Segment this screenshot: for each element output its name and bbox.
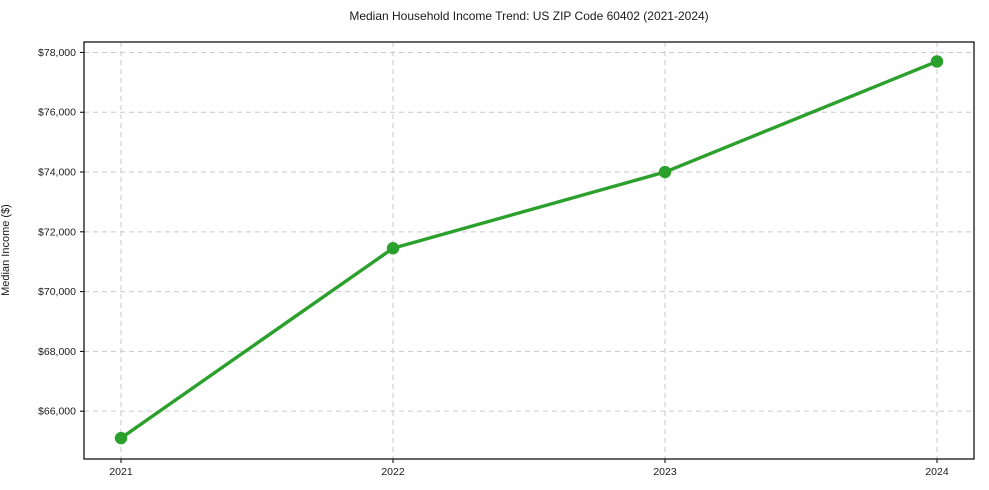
data-point-marker [386,242,400,255]
x-tick-label: 2024 [925,466,949,478]
y-tick-label: $68,000 [38,346,76,358]
x-tick-label: 2023 [653,466,677,478]
y-tick-label: $74,000 [38,167,76,179]
y-tick-label: $66,000 [38,406,76,418]
y-tick-label: $72,000 [38,226,76,238]
y-tick-label: $78,000 [38,47,76,59]
data-point-marker [930,55,944,68]
plot-frame [83,41,975,460]
data-point-marker [658,165,672,179]
trend-line [119,59,939,440]
data-point-marker [114,431,128,445]
x-tick-label: 2021 [109,466,133,478]
chart-title: Median Household Income Trend: US ZIP Co… [349,9,709,23]
y-tick-label: $76,000 [38,107,76,119]
y-tick-label: $70,000 [38,286,76,298]
x-tick-label: 2022 [381,466,405,478]
